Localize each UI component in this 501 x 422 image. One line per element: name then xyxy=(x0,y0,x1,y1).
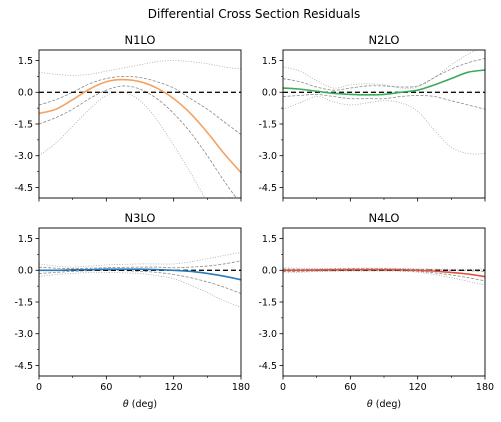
y-tick-label-n3lo: -1.5 xyxy=(14,297,33,308)
y-tick-label-n4lo: -1.5 xyxy=(258,297,277,308)
x-tick-label-n4lo: 120 xyxy=(409,382,427,393)
x-tick-label-n4lo: 0 xyxy=(280,382,286,393)
band-2sigma-upper-n3lo xyxy=(39,251,241,268)
axes-frame-n2lo xyxy=(282,49,486,199)
plot-area-n4lo xyxy=(283,267,485,286)
band-1sigma-upper-n1lo xyxy=(39,75,241,135)
y-tick-label-n3lo: -3.0 xyxy=(14,329,33,340)
y-tick-label-n3lo: 0.0 xyxy=(18,266,33,277)
x-tick-label-n3lo: 0 xyxy=(36,382,42,393)
y-tick-label-n3lo: 1.5 xyxy=(18,234,33,245)
axes-frame-n4lo xyxy=(282,227,486,377)
y-tick-label-n2lo: -4.5 xyxy=(258,183,277,194)
panel-n3lo: N3LO 1.5 0.0 -1.5 -3.0 -4.50 60 120 180 θ (deg) xyxy=(14,211,250,410)
x-tick-label-n3lo: 60 xyxy=(100,382,112,393)
y-tick-label-n1lo: -1.5 xyxy=(14,119,33,130)
x-tick-label-n3lo: 120 xyxy=(165,382,183,393)
x-tick-label-n3lo: 180 xyxy=(232,382,250,393)
y-tick-label-n4lo: -3.0 xyxy=(258,329,277,340)
x-tick-label-n4lo: 180 xyxy=(476,382,494,393)
x-axis-label-n3lo: θ (deg) xyxy=(123,399,157,410)
band-1sigma-upper-n2lo xyxy=(283,58,485,91)
axes-frame-n3lo xyxy=(38,227,242,377)
y-tick-label-n2lo: 0.0 xyxy=(262,88,277,99)
x-axis-label-n4lo: θ (deg) xyxy=(367,399,401,410)
axes-frame-n1lo xyxy=(38,49,242,199)
y-tick-label-n1lo: -3.0 xyxy=(14,151,33,162)
band-2sigma-lower-n1lo xyxy=(39,91,206,198)
plot-area-n3lo xyxy=(39,251,241,308)
panel-title-n4lo: N4LO xyxy=(369,211,400,225)
band-2sigma-upper-n2lo xyxy=(283,50,478,89)
plot-area-n2lo xyxy=(283,50,485,155)
y-tick-label-n2lo: -1.5 xyxy=(258,119,277,130)
y-tick-label-n4lo: -4.5 xyxy=(258,361,277,372)
y-tick-label-n3lo: -4.5 xyxy=(14,361,33,372)
panel-title-n3lo: N3LO xyxy=(125,211,156,225)
band-1sigma-upper-n3lo xyxy=(39,260,241,269)
y-tick-label-n4lo: 1.5 xyxy=(262,234,277,245)
band-1sigma-lower-n1lo xyxy=(39,85,237,198)
y-tick-label-n4lo: 0.0 xyxy=(262,266,277,277)
series-line-n4lo xyxy=(283,268,485,278)
y-tick-label-n2lo: 1.5 xyxy=(262,56,277,67)
panel-n2lo: N2LO 1.5 0.0 -1.5 -3.0 -4.5 xyxy=(258,33,486,202)
band-2sigma-upper-n1lo xyxy=(39,60,241,76)
series-line-n3lo xyxy=(39,268,241,281)
figure-title: Differential Cross Section Residuals xyxy=(148,7,360,21)
panel-n4lo: N4LO 1.5 0.0 -1.5 -3.0 -4.50 60 120 180 θ (deg) xyxy=(258,211,494,410)
band-1sigma-lower-n2lo xyxy=(283,93,485,110)
band-1sigma-lower-n3lo xyxy=(39,269,241,294)
x-tick-label-n4lo: 60 xyxy=(344,382,356,393)
panel-n1lo: N1LO 1.5 0.0 -1.5 -3.0 -4.5 xyxy=(14,33,242,202)
panel-title-n2lo: N2LO xyxy=(369,33,400,47)
y-tick-label-n1lo: 1.5 xyxy=(18,56,33,67)
y-tick-label-n2lo: -3.0 xyxy=(258,151,277,162)
series-line-n1lo xyxy=(39,78,241,174)
y-tick-label-n1lo: 0.0 xyxy=(18,88,33,99)
plot-area-n1lo xyxy=(39,60,241,198)
band-2sigma-lower-n3lo xyxy=(39,271,241,308)
band-2sigma-lower-n2lo xyxy=(283,96,485,155)
y-tick-label-n1lo: -4.5 xyxy=(14,183,33,194)
panel-title-n1lo: N1LO xyxy=(125,33,156,47)
series-line-n2lo xyxy=(283,69,485,96)
